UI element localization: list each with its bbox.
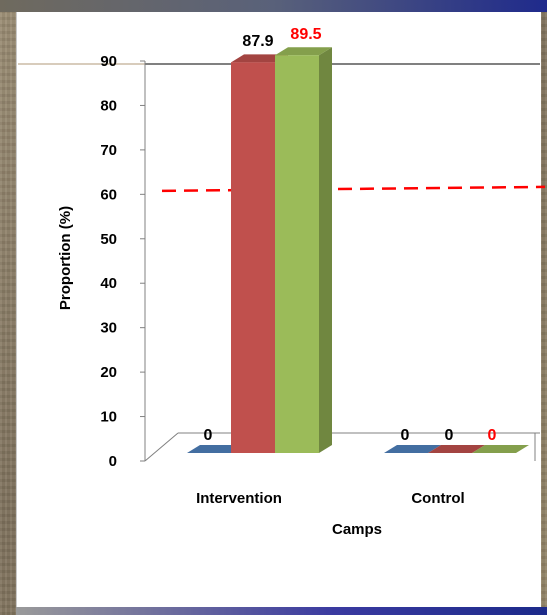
y-tick-label: 80 <box>100 97 117 114</box>
bar-top <box>275 47 332 56</box>
floor-left-edge <box>144 432 179 462</box>
y-tick-label: 90 <box>100 53 117 70</box>
bar <box>275 55 319 453</box>
y-tick-label: 70 <box>100 142 117 159</box>
x-category-label: Intervention <box>196 490 282 507</box>
y-tick-label: 0 <box>109 453 117 470</box>
data-label: 89.5 <box>290 26 321 43</box>
chart-labels: 0 10 20 30 40 50 60 70 80 90 0 87.9 89.5 0 0 0 Intervent… <box>100 26 496 507</box>
slide-top-band <box>0 0 547 12</box>
y-tick-label: 10 <box>100 409 117 426</box>
reference-line <box>161 185 546 193</box>
y-axis-title: Proportion (%) <box>57 206 74 310</box>
data-label: 0 <box>401 427 410 444</box>
bar-top <box>384 445 441 453</box>
y-tick-label: 50 <box>100 231 117 248</box>
y-tick-label: 40 <box>100 275 117 292</box>
x-axis-title: Camps <box>332 521 382 538</box>
data-label: 0 <box>445 427 454 444</box>
x-category-label: Control <box>411 490 464 507</box>
bar-top <box>428 445 485 453</box>
y-tick-label: 30 <box>100 320 117 337</box>
bar-top <box>231 54 288 63</box>
chart-bars <box>187 47 529 453</box>
data-label: 0 <box>204 427 213 444</box>
y-tick-label: 20 <box>100 364 117 381</box>
bar-top <box>472 445 529 453</box>
bar-side <box>319 47 332 453</box>
data-label: 0 <box>488 427 497 444</box>
slide-bottom-band <box>16 607 547 615</box>
bar <box>231 62 275 453</box>
bar-top <box>187 445 244 453</box>
y-tick-label: 60 <box>100 186 117 203</box>
data-label: 87.9 <box>242 33 273 50</box>
